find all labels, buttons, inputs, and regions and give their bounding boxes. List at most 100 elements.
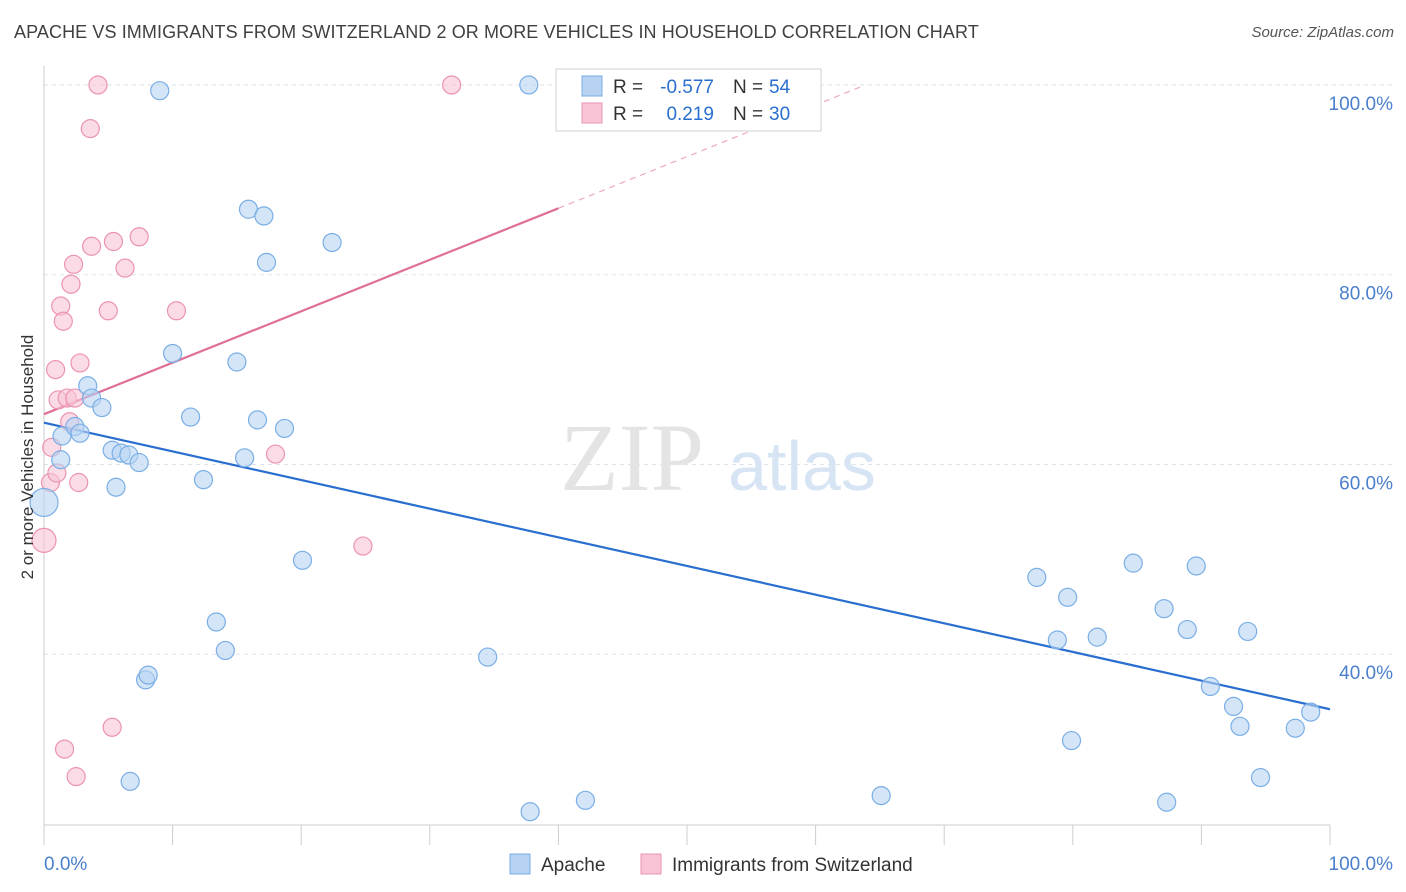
data-point [235, 448, 255, 468]
legend-r-value: -0.577 [660, 77, 714, 98]
data-point [98, 301, 118, 321]
data-point [1177, 619, 1197, 640]
data-point [256, 252, 277, 272]
data-point [247, 410, 268, 430]
data-point [66, 767, 86, 787]
data-point [1200, 676, 1221, 697]
data-point [70, 423, 90, 443]
data-point [215, 640, 235, 661]
legend-n-value: 30 [769, 104, 790, 125]
legend-swatch-switzerland [640, 853, 662, 875]
data-point [88, 75, 108, 95]
legend-r-value: 0.219 [666, 104, 714, 125]
data-point [166, 301, 187, 321]
data-point [575, 790, 596, 810]
tick-labels: 100.0% 80.0% 60.0% 40.0% 0.0% 100.0% [44, 94, 1393, 875]
data-point [442, 75, 462, 95]
data-point [353, 536, 373, 556]
points-apache [29, 75, 1321, 822]
data-point [1301, 702, 1321, 722]
data-point [1223, 696, 1244, 717]
series-legend: Apache Immigrants from Switzerland [509, 853, 913, 876]
data-point [254, 206, 274, 226]
data-point [29, 487, 59, 518]
x-tick-label: 0.0% [44, 854, 87, 875]
x-tick-label: 100.0% [1329, 854, 1394, 875]
data-point [1047, 630, 1067, 650]
data-point [206, 612, 226, 632]
legend-swatch-switzerland [581, 102, 603, 124]
legend-r-label: R = [613, 77, 643, 98]
data-point [80, 119, 100, 139]
data-point [103, 231, 124, 252]
data-point [1087, 627, 1107, 647]
watermark-atlas: atlas [728, 427, 876, 505]
data-point [102, 717, 122, 737]
data-point [61, 274, 81, 294]
data-point [520, 802, 540, 822]
data-point [1230, 716, 1250, 736]
legend-swatch-apache [509, 853, 531, 875]
data-point [31, 527, 57, 553]
data-point [51, 450, 71, 470]
data-point [227, 352, 247, 372]
data-point [1123, 553, 1143, 573]
data-point [1154, 599, 1174, 619]
chart-title: APACHE VS IMMIGRANTS FROM SWITZERLAND 2 … [14, 22, 979, 42]
data-point [1250, 767, 1271, 788]
legend-n-label: N = [733, 77, 763, 98]
data-point [129, 227, 149, 247]
data-point [129, 452, 149, 473]
data-point [265, 444, 286, 464]
data-point [1061, 730, 1082, 751]
points-immigrants-from-switzerland [31, 75, 462, 787]
data-point [1238, 621, 1258, 642]
data-point [163, 343, 183, 364]
data-point [1285, 718, 1305, 738]
watermark: ZIP atlas [560, 404, 876, 511]
data-point [106, 477, 126, 497]
data-point [1058, 587, 1078, 607]
data-point [120, 771, 140, 791]
data-point [274, 418, 295, 439]
correlation-legend: R = -0.577 N = 54 R = 0.219 N = 30 [555, 68, 822, 132]
data-point [181, 407, 201, 427]
legend-swatch-apache [581, 75, 603, 97]
data-point [138, 665, 158, 685]
y-tick-label: 60.0% [1339, 473, 1393, 494]
data-point [92, 397, 112, 418]
y-tick-label: 80.0% [1339, 284, 1393, 305]
data-point [871, 785, 891, 806]
trend-lines [43, 86, 1331, 711]
legend-n-label: N = [733, 104, 763, 125]
data-point [45, 360, 66, 380]
data-point [115, 258, 135, 278]
data-point [193, 470, 214, 490]
data-point [70, 353, 90, 373]
legend-r-label: R = [613, 104, 643, 125]
data-point [69, 472, 89, 493]
data-point [1027, 567, 1047, 587]
data-point [519, 75, 539, 95]
y-tick-label: 40.0% [1339, 663, 1393, 684]
chart-source: Source: ZipAtlas.com [1251, 24, 1394, 41]
data-point [81, 236, 102, 256]
data-point [322, 232, 342, 253]
data-point [54, 739, 75, 759]
y-tick-label: 100.0% [1329, 94, 1394, 115]
data-point [63, 254, 84, 274]
trend-line-blue [43, 421, 1331, 711]
legend-label-apache: Apache [541, 855, 605, 876]
data-point [150, 81, 170, 101]
trend-line-pink [43, 207, 559, 416]
legend-label-switzerland: Immigrants from Switzerland [672, 855, 913, 876]
data-point [292, 550, 313, 570]
legend-n-value: 54 [769, 77, 791, 98]
data-point [1157, 792, 1177, 812]
data-point [53, 311, 73, 331]
data-point [1186, 556, 1206, 576]
data-point [478, 647, 498, 667]
y-axis-label: 2 or more Vehicles in Household [18, 335, 37, 580]
watermark-zip: ZIP [560, 404, 704, 511]
